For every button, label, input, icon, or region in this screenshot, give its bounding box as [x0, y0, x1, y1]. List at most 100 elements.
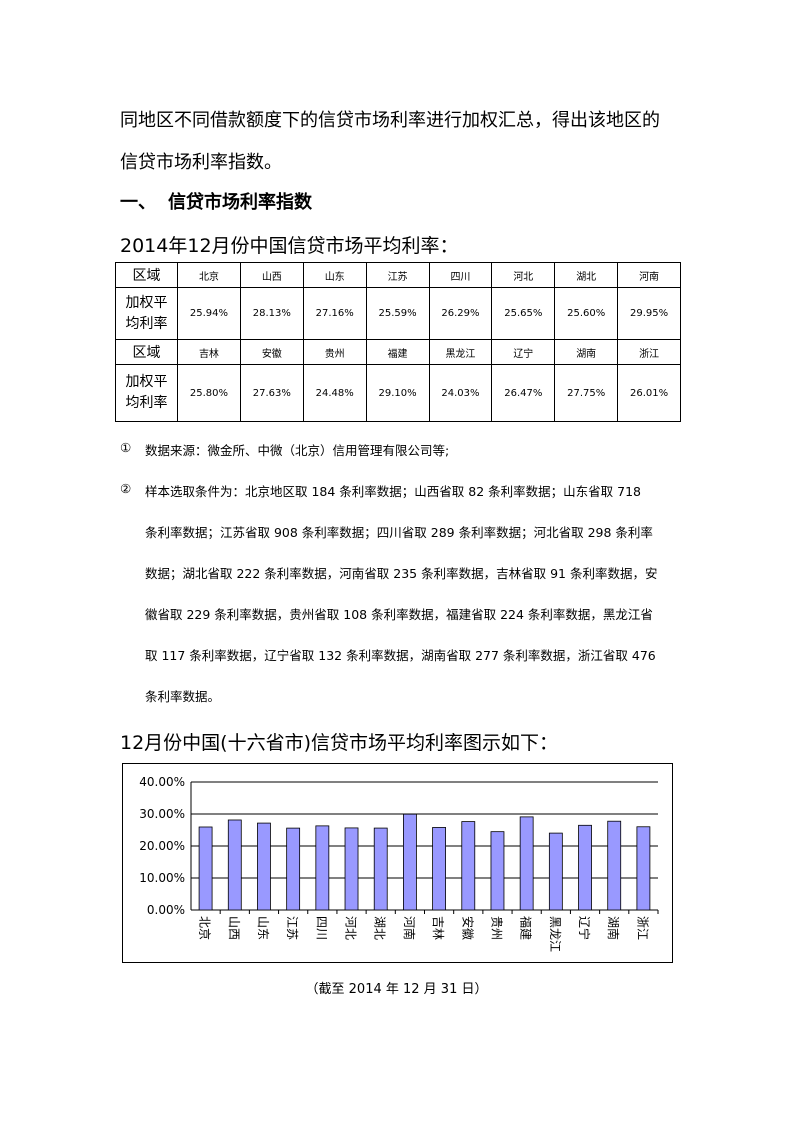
region-cell: 江苏: [365, 262, 430, 288]
region-cell: 浙江: [617, 339, 681, 365]
bar: [519, 816, 534, 911]
region-label: 区域: [115, 262, 178, 288]
footnote-text: 条利率数据。: [145, 689, 221, 704]
y-tick-label: 0.00%: [147, 903, 185, 917]
rate-cell: 25.94%: [177, 287, 241, 340]
rate-cell: 24.03%: [428, 364, 493, 422]
table-title: 2014年12月份中国信贷市场平均利率：: [120, 235, 459, 257]
footnote-text: 数据来源：微金所、中微（北京）信用管理有限公司等;: [145, 443, 450, 458]
section-number: 一、: [120, 192, 156, 213]
rate-label-line: 加权平: [125, 294, 168, 311]
bar: [403, 813, 417, 911]
bar: [578, 824, 592, 911]
y-tick-label: 20.00%: [139, 839, 185, 853]
x-tick-label: 河北: [344, 916, 358, 940]
x-tick-label: 湖南: [606, 916, 621, 940]
footnote-text: 取 117 条利率数据，辽宁省取 132 条利率数据，湖南省取 277 条利率数…: [145, 648, 656, 663]
region-cell: 黑龙江: [428, 339, 493, 365]
x-tick-label: 安徽: [460, 916, 475, 940]
x-tick-label: 浙江: [635, 916, 649, 940]
rate-label: 加权平 均利率: [115, 364, 178, 422]
rate-label-line: 加权平: [125, 374, 168, 390]
rate-cell: 26.29%: [428, 287, 493, 340]
footnote-text: 条利率数据；江苏省取 908 条利率数据；四川省取 289 条利率数据；河北省取…: [145, 525, 653, 540]
x-tick-label: 北京: [198, 916, 212, 940]
region-cell: 吉林: [177, 339, 241, 365]
rate-cell: 25.59%: [365, 287, 430, 340]
rate-cell: 26.47%: [491, 364, 556, 422]
y-tick-label: 10.00%: [139, 871, 185, 885]
region-cell: 北京: [177, 262, 241, 288]
bar: [257, 822, 271, 911]
rate-cell: 27.16%: [302, 287, 367, 340]
bar: [461, 821, 476, 911]
x-tick-label: 山西: [227, 916, 241, 940]
rate-cell: 27.75%: [554, 364, 619, 422]
rate-cell: 29.10%: [365, 364, 430, 422]
region-cell: 四川: [428, 262, 493, 288]
rate-table: 区域 北京 山西 山东 江苏 四川 河北 湖北 河南 加权平 均利率 25.94% 28.13% 27.1…: [115, 262, 681, 422]
x-tick-label: 河南: [402, 916, 417, 940]
region-cell: 山东: [302, 262, 367, 288]
x-tick-label: 辽宁: [577, 916, 592, 940]
x-tick-label: 山东: [256, 916, 270, 940]
rate-row: 加权平 均利率 25.94% 28.13% 27.16% 25.59% 26.29% 25.6…: [115, 287, 681, 340]
bar: [373, 827, 388, 911]
bar: [548, 832, 563, 911]
bar: [227, 819, 242, 911]
rate-label-line: 均利率: [125, 315, 168, 332]
footnote-text: 样本选取条件为：北京地区取 184 条利率数据；山西省取 82 条利率数据；山东…: [145, 484, 641, 499]
region-cell: 贵州: [302, 339, 367, 365]
y-tick-label: 40.00%: [139, 775, 185, 789]
region-cell: 福建: [365, 339, 430, 365]
chart-caption: （截至 2014 年 12 月 31 日）: [305, 982, 488, 997]
region-cell: 安徽: [239, 339, 304, 365]
region-cell: 湖北: [554, 262, 619, 288]
rate-cell: 27.63%: [239, 364, 304, 422]
region-label: 区域: [115, 339, 178, 365]
region-cell: 河北: [491, 262, 556, 288]
footnote-text: 数据；湖北省取 222 条利率数据，河南省取 235 条利率数据，吉林省取 91…: [145, 566, 658, 581]
region-cell: 辽宁: [491, 339, 556, 365]
bar: [432, 827, 446, 911]
region-cell: 山西: [239, 262, 304, 288]
bar-chart: 0.00% 10.00% 20.00% 30.00% 40.00% 北京 山西 山东 江苏 四川河…: [122, 763, 673, 963]
bar: [490, 831, 505, 911]
chart-svg: 0.00%10.00%20.00%30.00%40.00%北京 山西 山东 江苏 四川河…: [139, 775, 659, 952]
bar: [198, 826, 213, 911]
chart-title: 12月份中国(十六省市)信贷市场平均利率图示如下：: [120, 732, 559, 754]
rate-cell: 29.95%: [617, 287, 681, 340]
footnote-text: 徽省取 229 条利率数据，贵州省取 108 条利率数据，福建省取 224 条利…: [145, 607, 653, 622]
region-cell: 湖南: [554, 339, 619, 365]
rate-cell: 25.60%: [554, 287, 619, 340]
region-header-row: 区域 北京 山西 山东 江苏 四川 河北 湖北 河南: [115, 262, 681, 288]
rate-cell: 25.80%: [177, 364, 241, 422]
bar: [636, 826, 651, 911]
x-tick-label: 贵州: [489, 916, 503, 940]
rate-cell: 25.65%: [491, 287, 556, 340]
bar: [315, 825, 330, 911]
section-title: 信贷市场利率指数: [168, 192, 312, 213]
intro-line-2: 信贷市场利率指数。: [120, 152, 282, 173]
rate-row: 加权平 均利率 25.80% 27.63% 24.48% 29.10% 24.03% 26.4…: [115, 364, 681, 422]
footnote-marker: ①: [120, 440, 132, 455]
x-tick-label: 黑龙江: [548, 916, 562, 952]
rate-cell: 28.13%: [239, 287, 304, 340]
x-tick-label: 四川: [314, 916, 328, 940]
bar: [286, 827, 301, 911]
bar: [344, 827, 359, 911]
x-tick-label: 湖北: [373, 916, 388, 940]
footnote-marker: ②: [120, 481, 132, 496]
bar: [607, 820, 622, 911]
rate-cell: 26.01%: [617, 364, 681, 422]
x-tick-label: 福建: [519, 916, 534, 940]
region-header-row: 区域 吉林 安徽 贵州 福建 黑龙江 辽宁 湖南 浙江: [115, 339, 681, 365]
rate-cell: 24.48%: [302, 364, 367, 422]
section-heading: 一、 信贷市场利率指数: [120, 188, 312, 214]
x-tick-label: 江苏: [285, 916, 299, 940]
rate-label: 加权平 均利率: [115, 287, 178, 340]
region-cell: 河南: [617, 262, 681, 288]
y-tick-label: 30.00%: [139, 807, 185, 821]
x-tick-label: 吉林: [431, 916, 445, 940]
intro-line-1: 同地区不同借款额度下的信贷市场利率进行加权汇总，得出该地区的: [120, 110, 660, 131]
